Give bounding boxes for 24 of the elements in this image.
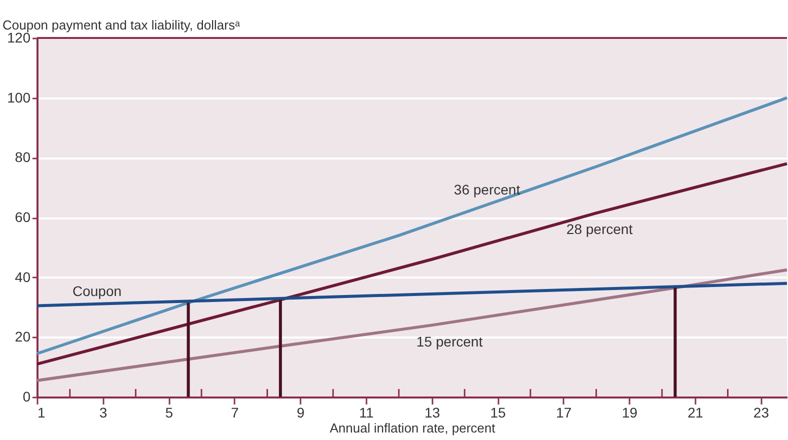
series-label: Coupon	[72, 282, 122, 299]
x-axis-title: Annual inflation rate, percent	[330, 420, 496, 436]
x-tick-label: 7	[230, 404, 239, 420]
y-tick-label: 100	[7, 89, 31, 106]
series-label: 36 percent	[454, 182, 520, 198]
x-tick-label: 5	[165, 404, 174, 420]
series-label: 15 percent	[416, 333, 483, 350]
x-tick-label: 1	[38, 404, 46, 420]
y-tick-label: 40	[14, 268, 31, 285]
y-tick-label: 80	[14, 149, 31, 166]
x-tick-label: 9	[296, 404, 305, 420]
x-tick-label: 21	[688, 404, 704, 420]
y-axis-title: Coupon payment and tax liability, dollarsᵃ	[2, 18, 240, 32]
y-tick-label: 20	[14, 328, 31, 345]
y-tick-label: 0	[22, 388, 31, 404]
series-label: 28 percent	[566, 221, 633, 238]
x-tick-label: 13	[424, 404, 440, 420]
y-tick-label: 60	[14, 209, 31, 225]
x-tick-label: 19	[622, 404, 638, 420]
x-tick-label: 23	[753, 404, 770, 420]
x-tick-label: 11	[359, 404, 374, 420]
x-tick-label: 17	[556, 404, 572, 420]
x-tick-label: 15	[490, 404, 506, 420]
x-tick-label: 3	[99, 404, 108, 420]
